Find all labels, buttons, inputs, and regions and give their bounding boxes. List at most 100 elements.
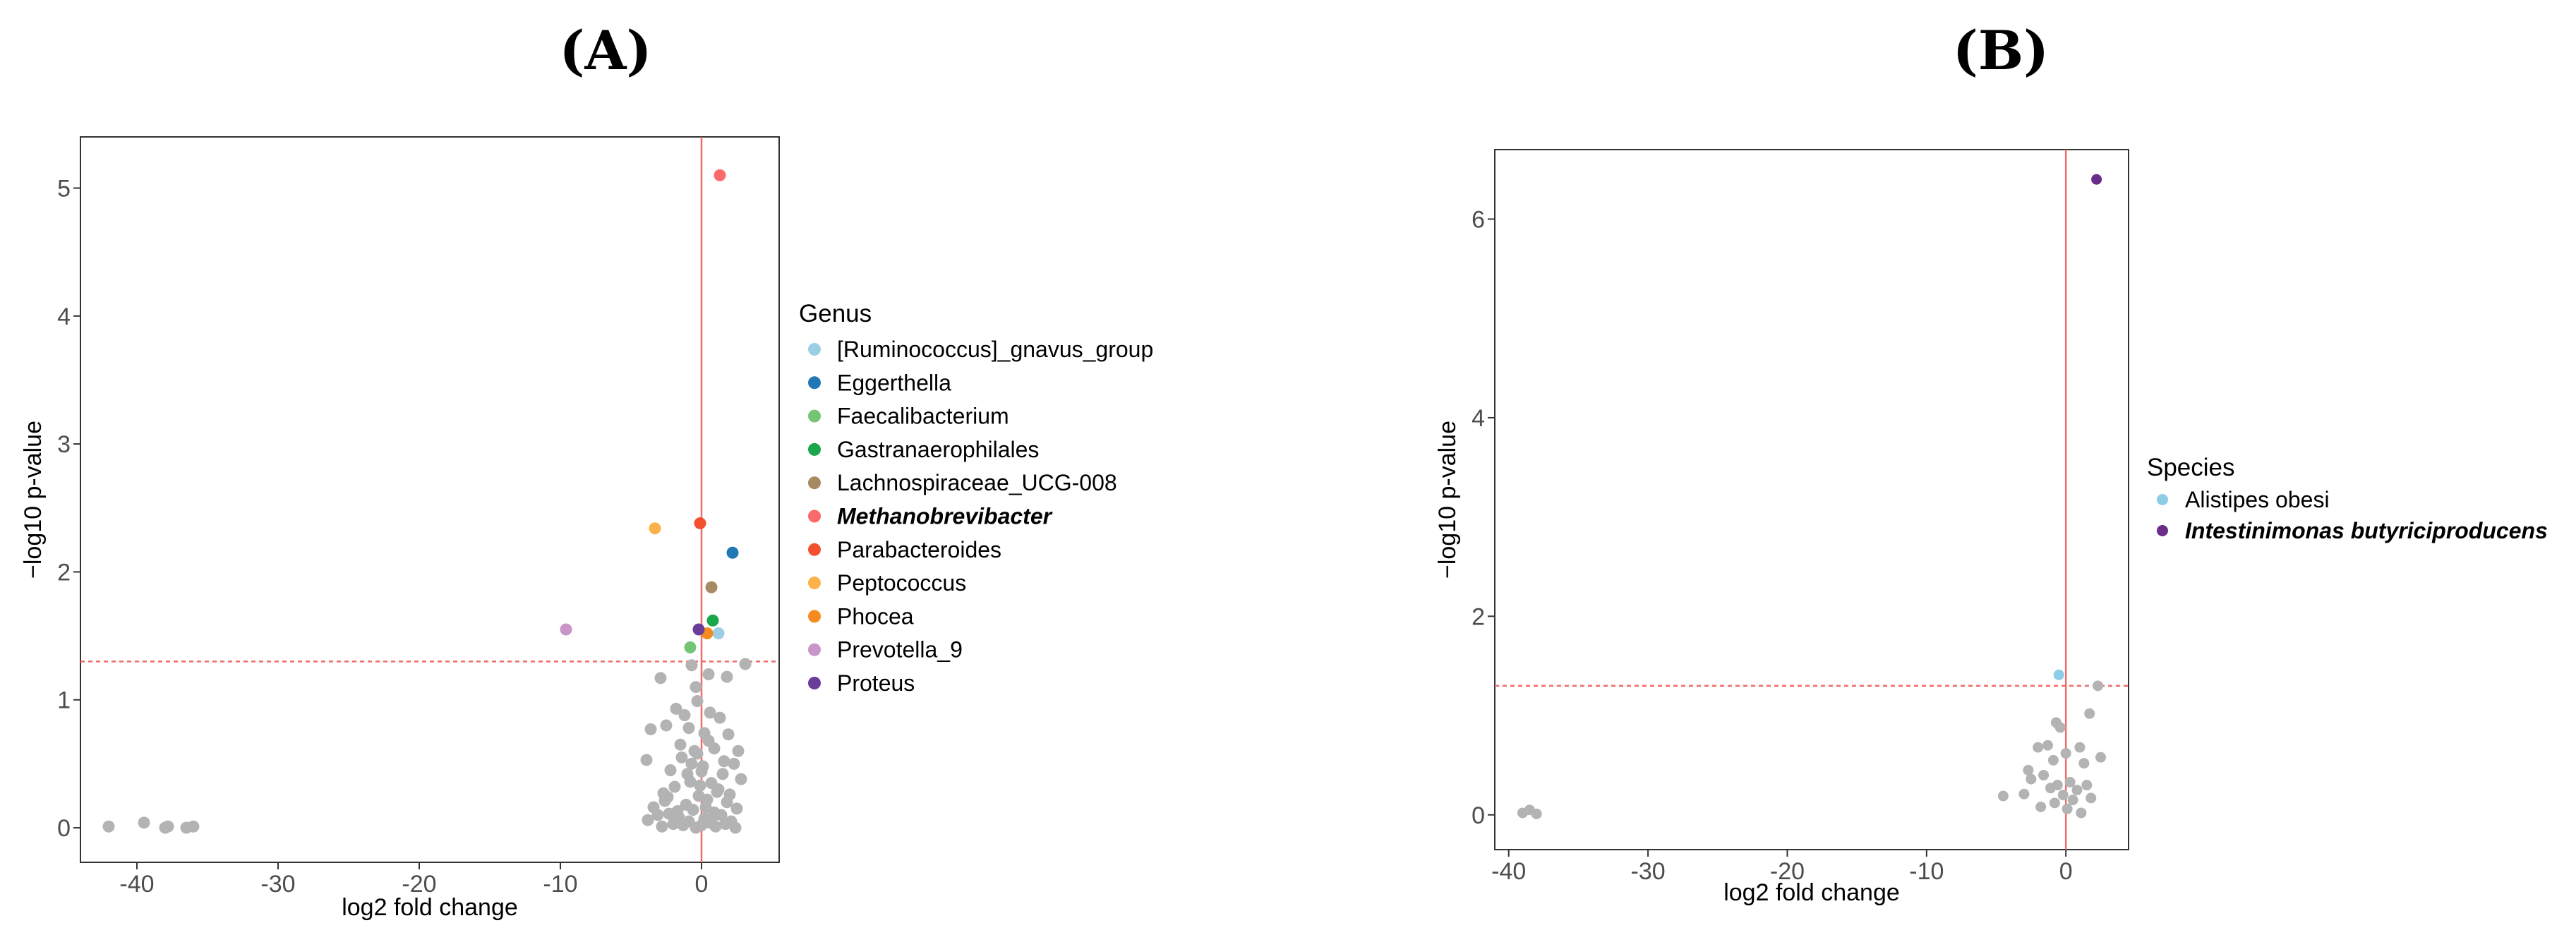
nonsignificant-point (691, 747, 704, 760)
y-tick-label: 6 (1471, 206, 1485, 233)
nonsignificant-point (681, 768, 694, 780)
x-axis-title: log2 fold change (1723, 879, 1900, 906)
nonsignificant-point (677, 819, 690, 831)
nonsignificant-point (722, 728, 735, 741)
significant-point (692, 623, 705, 636)
nonsignificant-point (656, 820, 668, 833)
nonsignificant-point (695, 765, 708, 778)
significant-point (2053, 669, 2064, 680)
legend-label: [Ruminococcus]_gnavus_group (837, 337, 1153, 362)
nonsignificant-point (2081, 780, 2093, 791)
significant-point (705, 581, 718, 593)
nonsignificant-point (661, 791, 674, 804)
nonsignificant-point (651, 809, 664, 821)
nonsignificant-point (691, 695, 704, 708)
nonsignificant-point (660, 719, 673, 732)
legend-label: Methanobrevibacter (837, 504, 1053, 529)
nonsignificant-point (699, 801, 712, 814)
nonsignificant-point (1997, 790, 2009, 802)
nonsignificant-point (739, 658, 752, 670)
x-tick-label: -20 (1770, 858, 1805, 885)
x-axis-title: log2 fold change (342, 894, 518, 921)
nonsignificant-point (2064, 776, 2076, 788)
significant-point (712, 627, 725, 639)
legend-swatch (808, 442, 821, 456)
nonsignificant-point (723, 788, 736, 801)
nonsignificant-point (685, 757, 698, 770)
nonsignificant-point (2060, 748, 2071, 759)
nonsignificant-point (2057, 790, 2069, 801)
nonsignificant-point (704, 706, 716, 719)
legend-label: Proteus (837, 670, 915, 696)
nonsignificant-point (2026, 773, 2037, 785)
x-tick-label: 0 (695, 871, 709, 898)
nonsignificant-point (712, 783, 725, 796)
y-axis-title: −log10 p-value (1434, 421, 1461, 579)
nonsignificant-point (2045, 783, 2056, 794)
nonsignificant-point (2033, 742, 2044, 753)
nonsignificant-point (730, 802, 743, 815)
nonsignificant-point (2049, 797, 2060, 809)
legend-swatch (2157, 525, 2168, 536)
significant-point (684, 641, 697, 653)
nonsignificant-point (670, 702, 682, 715)
nonsignificant-point (690, 821, 702, 834)
nonsignificant-point (706, 810, 719, 823)
legend-label: Eggerthella (837, 370, 951, 395)
legend-swatch (808, 409, 821, 423)
nonsignificant-point (2071, 785, 2083, 796)
y-tick-label: 4 (57, 303, 71, 330)
nonsignificant-point (162, 820, 174, 833)
nonsignificant-point (674, 738, 687, 751)
legend-swatch (2157, 494, 2168, 505)
nonsignificant-point (694, 779, 706, 792)
nonsignificant-point (709, 820, 722, 833)
x-tick-label: 0 (2059, 858, 2073, 885)
legend-swatch (808, 343, 821, 356)
nonsignificant-point (719, 818, 732, 831)
nonsignificant-point (664, 764, 677, 776)
y-axis-title: −log10 p-value (20, 421, 47, 579)
nonsignificant-point (671, 804, 684, 817)
significant-point (560, 623, 572, 636)
significant-point (714, 169, 726, 181)
panel-a-letter: (A) (560, 19, 652, 82)
legend-swatch (808, 376, 821, 390)
legend-label: Phocea (837, 603, 914, 629)
nonsignificant-point (685, 659, 698, 672)
nonsignificant-point (1531, 808, 1542, 819)
y-tick-label: 0 (57, 815, 71, 842)
x-tick-label: -30 (260, 871, 295, 898)
x-tick-label: -40 (119, 871, 154, 898)
nonsignificant-point (640, 754, 653, 766)
nonsignificant-point (2084, 708, 2095, 719)
nonsignificant-point (721, 670, 733, 683)
x-tick-label: -20 (402, 871, 436, 898)
x-tick-label: -30 (1631, 858, 1666, 885)
nonsignificant-point (2054, 722, 2066, 733)
nonsignificant-point (2067, 795, 2078, 806)
nonsignificant-point (2086, 792, 2097, 804)
y-tick-label: 2 (57, 559, 71, 586)
legend-title: Species (2147, 454, 2235, 481)
nonsignificant-point (2078, 758, 2090, 769)
plot-frame (1494, 149, 2129, 850)
significant-point (694, 517, 706, 530)
nonsignificant-point (138, 816, 150, 829)
y-tick-label: 1 (57, 687, 71, 714)
legend-label: Alistipes obesi (2185, 487, 2330, 512)
nonsignificant-point (187, 820, 200, 833)
significant-point (726, 546, 739, 559)
nonsignificant-point (702, 735, 715, 747)
panel-b-letter: (B) (1953, 19, 2049, 82)
legend-swatch (808, 610, 821, 623)
nonsignificant-point (642, 814, 654, 826)
nonsignificant-point (2076, 807, 2087, 819)
panel-b: (B) -40 -30 -20 -10 0 0 2 4 6 log2 fold change −lo… (1434, 19, 2548, 906)
nonsignificant-point (2038, 769, 2050, 780)
significant-point (649, 522, 661, 535)
nonsignificant-point (2095, 752, 2107, 763)
y-tick-label: 5 (57, 176, 71, 203)
nonsignificant-point (675, 751, 688, 764)
